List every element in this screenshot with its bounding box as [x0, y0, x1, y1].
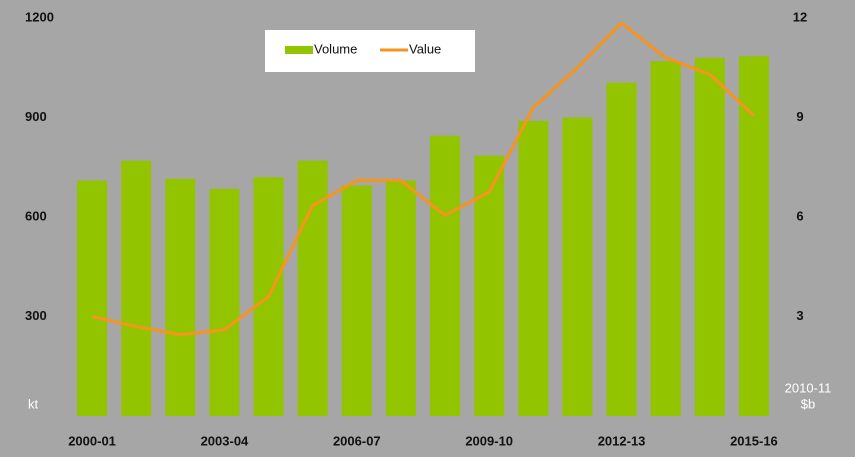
y2-tick-label: 6	[796, 208, 803, 223]
line	[91, 21, 755, 337]
bar	[606, 82, 637, 417]
x-tick-label: 2006-07	[333, 433, 381, 448]
bar	[430, 135, 461, 416]
bar	[518, 120, 549, 417]
bar	[297, 160, 328, 416]
legend-label: Volume	[314, 41, 357, 56]
x-tick-label: 2012-13	[598, 433, 646, 448]
bar	[650, 61, 681, 416]
x-tick-label: 2003-04	[201, 433, 249, 448]
bar	[341, 185, 372, 416]
bar	[209, 188, 240, 416]
bar	[474, 155, 505, 416]
y2-tick-label: 3	[796, 308, 803, 323]
y2-tick-label: 9	[796, 109, 803, 124]
y2-tick-label: 12	[793, 9, 807, 24]
bar	[562, 117, 593, 416]
legend-swatch	[285, 46, 313, 54]
y2-axis-label: $b	[801, 396, 815, 411]
bar	[694, 57, 725, 417]
y-tick-label: 300	[25, 308, 47, 323]
bar	[121, 160, 152, 416]
y-tick-label: 1200	[25, 9, 54, 24]
x-tick-label: 2009-10	[465, 433, 513, 448]
y-axis-label: kt	[28, 396, 39, 411]
x-tick-label: 2000-01	[68, 433, 116, 448]
bar	[77, 180, 108, 416]
bar	[165, 178, 196, 416]
legend-label: Value	[409, 41, 441, 56]
bar	[385, 180, 416, 416]
x-tick-label: 2015-16	[730, 433, 778, 448]
bar	[738, 56, 769, 417]
y-tick-label: 600	[25, 208, 47, 223]
y2-axis-label: 2010-11	[785, 380, 832, 395]
y-tick-label: 900	[25, 109, 47, 124]
